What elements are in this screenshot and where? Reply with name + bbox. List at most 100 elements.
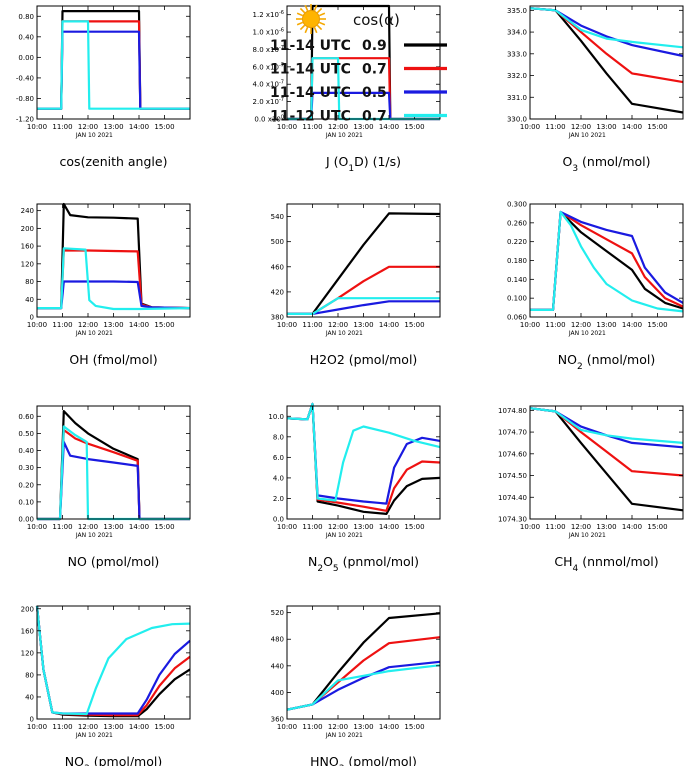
legend-value: 0.5 bbox=[362, 85, 387, 101]
x-tick-label: 13:00 bbox=[353, 523, 373, 531]
y-tick-label: 1074.30 bbox=[498, 516, 527, 524]
x-tick-label: 14:00 bbox=[379, 123, 399, 131]
panel-title: HNO3 (pmol/mol) bbox=[310, 754, 417, 766]
x-tick-label: 11:00 bbox=[52, 123, 72, 131]
y-tick-label: 1.2 x10-6 bbox=[253, 10, 284, 19]
legend: cos(α)11-14 UTC 0.911-14 UTC 0.711-14 UTC 0… bbox=[270, 4, 447, 125]
x-tick-label: 14:00 bbox=[622, 523, 642, 531]
y-tick-label: 0.060 bbox=[507, 314, 527, 322]
x-tick-label: 11:00 bbox=[302, 321, 322, 329]
series-line-4 bbox=[286, 664, 441, 711]
date-label: JAN 10 2021 bbox=[75, 132, 113, 139]
panel-title: H2O2 (pmol/mol) bbox=[310, 352, 418, 367]
series-line-3 bbox=[37, 280, 191, 310]
legend-label: 11-14 UTC bbox=[270, 62, 351, 78]
x-tick-label: 12:00 bbox=[328, 723, 348, 731]
y-tick-label: 2.0 x10-7 bbox=[253, 97, 284, 106]
series-line-4 bbox=[286, 402, 441, 502]
x-tick-label: 11:00 bbox=[52, 321, 72, 329]
y-tick-label: 480 bbox=[271, 636, 284, 644]
x-tick-label: 15:00 bbox=[404, 523, 424, 531]
series-line-2 bbox=[286, 402, 441, 512]
legend-label: 11-14 UTC bbox=[270, 38, 351, 54]
y-tick-label: 8.0 bbox=[273, 433, 284, 441]
date-label: JAN 10 2021 bbox=[325, 132, 363, 139]
x-tick-label: 14:00 bbox=[379, 321, 399, 329]
y-tick-label: 4.0 x10-7 bbox=[253, 80, 284, 89]
x-tick-label: 13:00 bbox=[353, 723, 373, 731]
y-tick-label: 0.100 bbox=[507, 295, 527, 303]
panel-1: -1.20 -0.80 -0.40 0.00 0.40 0.80 10:00 11:00 12:… bbox=[16, 5, 191, 169]
legend-value: 0.7 bbox=[362, 62, 387, 78]
y-tick-label: 80 bbox=[25, 278, 34, 286]
x-tick-label: 12:00 bbox=[571, 321, 591, 329]
series-line-3 bbox=[286, 402, 441, 505]
y-tick-label: 1074.40 bbox=[498, 494, 527, 502]
x-tick-label: 13:00 bbox=[353, 123, 373, 131]
legend-header: cos(α) bbox=[353, 11, 400, 29]
x-tick-label: 10:00 bbox=[520, 321, 540, 329]
y-tick-label: 420 bbox=[271, 288, 284, 296]
x-tick-label: 11:00 bbox=[545, 123, 565, 131]
y-tick-label: 160 bbox=[21, 243, 34, 251]
panel-7: 0.00 0.10 0.20 0.30 0.40 0.50 0.60 10:00 11:00 12… bbox=[18, 405, 191, 569]
y-tick-label: 0.00 bbox=[18, 54, 34, 62]
panel-title: NO3 (pmol/mol) bbox=[65, 754, 162, 766]
x-tick-label: 11:00 bbox=[302, 523, 322, 531]
x-tick-label: 15:00 bbox=[647, 321, 667, 329]
x-tick-label: 14:00 bbox=[379, 523, 399, 531]
y-tick-label: 4.0 bbox=[273, 474, 284, 482]
y-tick-label: 460 bbox=[271, 263, 284, 271]
plot-frame bbox=[286, 605, 441, 720]
plot-frame bbox=[36, 605, 191, 720]
y-tick-label: 332.0 bbox=[507, 72, 527, 80]
y-tick-label: 335.0 bbox=[507, 7, 527, 15]
date-label: JAN 10 2021 bbox=[568, 532, 606, 539]
plot-frame bbox=[529, 5, 684, 120]
y-tick-label: 240 bbox=[21, 207, 34, 215]
date-label: JAN 10 2021 bbox=[325, 732, 363, 739]
y-tick-label: 120 bbox=[21, 649, 34, 657]
x-tick-label: 11:00 bbox=[302, 123, 322, 131]
x-tick-label: 14:00 bbox=[129, 123, 149, 131]
y-tick-label: 1074.70 bbox=[498, 429, 527, 437]
y-tick-label: 1074.60 bbox=[498, 450, 527, 458]
y-tick-label: 2.0 bbox=[273, 495, 284, 503]
x-tick-label: 13:00 bbox=[103, 723, 123, 731]
y-tick-label: 1074.50 bbox=[498, 472, 527, 480]
y-tick-label: 440 bbox=[271, 662, 284, 670]
x-tick-label: 13:00 bbox=[596, 523, 616, 531]
y-tick-label: 500 bbox=[271, 238, 284, 246]
x-tick-label: 15:00 bbox=[404, 723, 424, 731]
y-tick-label: 400 bbox=[271, 689, 284, 697]
x-tick-label: 10:00 bbox=[277, 723, 297, 731]
y-tick-label: 0 bbox=[30, 314, 34, 322]
panel-title: NO2 (nmol/mol) bbox=[558, 352, 655, 372]
series-line-3 bbox=[35, 605, 191, 715]
y-tick-label: -1.20 bbox=[16, 116, 34, 124]
date-label: JAN 10 2021 bbox=[568, 330, 606, 337]
legend-label: 11-12 UTC bbox=[270, 109, 351, 125]
series-line-2 bbox=[35, 605, 191, 717]
y-tick-label: 0.0 bbox=[273, 516, 284, 524]
panel-5: 380 420 460 500 540 10:00 11:00 12:00 13:00 14:00… bbox=[271, 203, 441, 367]
y-tick-label: 0.20 bbox=[18, 481, 34, 489]
x-tick-label: 15:00 bbox=[154, 321, 174, 329]
x-tick-label: 12:00 bbox=[78, 123, 98, 131]
x-tick-label: 15:00 bbox=[154, 523, 174, 531]
y-tick-label: 6.0 x10-7 bbox=[253, 62, 284, 71]
panel-title: N2O5 (pnmol/mol) bbox=[308, 554, 419, 574]
y-tick-label: 120 bbox=[21, 260, 34, 268]
y-tick-label: 0.0 x100 bbox=[254, 115, 284, 124]
series-line-4 bbox=[529, 407, 684, 444]
x-tick-label: 13:00 bbox=[353, 321, 373, 329]
y-tick-label: 0.30 bbox=[18, 464, 34, 472]
series-line-4 bbox=[35, 605, 191, 716]
series-line-2 bbox=[530, 210, 684, 311]
series-line-1 bbox=[37, 202, 191, 310]
y-tick-label: 0.40 bbox=[18, 447, 34, 455]
x-tick-label: 12:00 bbox=[328, 523, 348, 531]
panel-2: 0.0 x100 2.0 x10-7 4.0 x10-7 6.0 x10-7 8.0 x… bbox=[253, 4, 441, 174]
x-tick-label: 15:00 bbox=[647, 523, 667, 531]
series-line-4 bbox=[37, 425, 190, 521]
